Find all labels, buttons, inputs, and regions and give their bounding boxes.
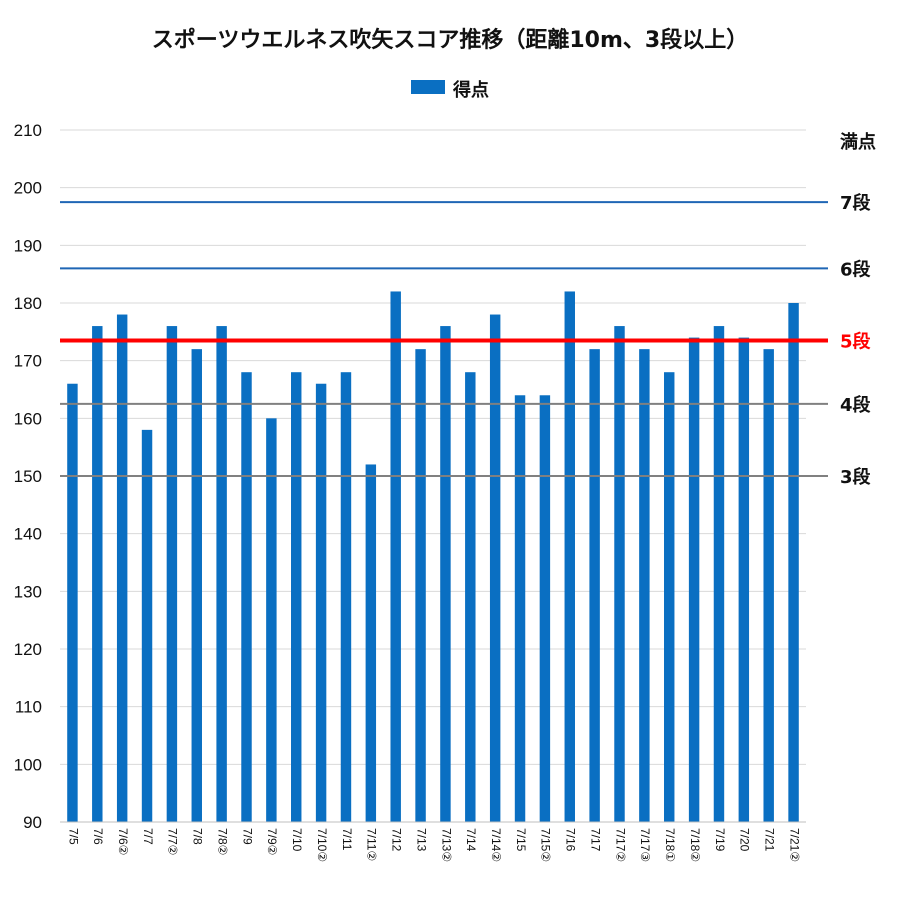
x-tick-label: 7/17 xyxy=(588,828,602,852)
bar xyxy=(266,418,277,822)
bar xyxy=(141,429,153,822)
x-tick-label: 7/13② xyxy=(439,828,453,862)
bar xyxy=(67,383,78,822)
bar xyxy=(191,349,202,822)
x-tick-label: 7/7 xyxy=(141,828,155,845)
x-tick-label: 7/15② xyxy=(539,828,553,862)
y-tick-label: 120 xyxy=(14,640,42,659)
y-tick-label: 160 xyxy=(14,409,42,428)
bar xyxy=(614,326,625,822)
x-tick-label: 7/9 xyxy=(240,828,254,845)
bar xyxy=(465,372,476,822)
legend-swatch xyxy=(411,80,445,94)
x-tick-label: 7/6② xyxy=(116,828,130,855)
bar xyxy=(390,291,401,822)
y-tick-label: 140 xyxy=(14,525,42,544)
x-tick-label: 7/14 xyxy=(464,828,478,852)
x-tick-label: 7/6 xyxy=(91,828,105,845)
reference-line-label: 6段 xyxy=(840,258,872,280)
bar xyxy=(415,349,426,822)
x-tick-label: 7/18② xyxy=(688,828,702,862)
y-tick-label: 100 xyxy=(14,755,42,774)
x-tick-label: 7/15 xyxy=(514,828,528,852)
x-tick-label: 7/21 xyxy=(763,828,777,852)
bar xyxy=(92,326,103,822)
y-tick-label: 110 xyxy=(15,698,42,717)
bar xyxy=(763,349,774,822)
bar xyxy=(688,337,700,822)
x-tick-label: 7/10② xyxy=(315,828,329,862)
x-tick-label: 7/17② xyxy=(613,828,627,862)
bar xyxy=(166,326,178,822)
bar xyxy=(738,337,750,822)
x-tick-label: 7/12 xyxy=(390,828,404,852)
y-tick-label: 130 xyxy=(14,582,42,601)
bar xyxy=(340,372,352,822)
bar xyxy=(564,291,575,822)
reference-line-label: 4段 xyxy=(840,394,872,416)
legend-label: 得点 xyxy=(453,80,489,101)
bar xyxy=(713,326,725,822)
bar xyxy=(116,314,128,822)
x-tick-label: 7/13 xyxy=(414,828,428,852)
x-tick-label: 7/8 xyxy=(191,828,205,845)
x-tick-label: 7/11② xyxy=(365,828,379,861)
bar xyxy=(664,372,675,822)
y-tick-label: 210 xyxy=(14,121,42,140)
x-tick-label: 7/18① xyxy=(663,828,677,862)
x-tick-label: 7/19 xyxy=(713,828,727,852)
x-tick-label: 7/17③ xyxy=(638,828,652,862)
y-tick-label: 180 xyxy=(14,294,42,313)
bar xyxy=(589,349,600,822)
bar xyxy=(216,326,227,822)
x-tick-label: 7/21② xyxy=(787,828,801,862)
x-tick-label: 7/20 xyxy=(738,828,752,852)
reference-line-label: 7段 xyxy=(840,192,872,214)
x-tick-label: 7/10 xyxy=(290,828,304,852)
chart-title: スポーツウエルネス吹矢スコア推移（距離10m、3段以上） xyxy=(151,28,749,53)
y-tick-label: 150 xyxy=(14,467,42,486)
reference-line-label: 満点 xyxy=(840,131,876,153)
x-tick-label: 7/9② xyxy=(265,828,279,855)
bar xyxy=(440,326,451,822)
legend: 得点 xyxy=(0,76,900,102)
y-tick-label: 90 xyxy=(23,813,42,832)
bar xyxy=(539,395,551,822)
x-tick-label: 7/16 xyxy=(564,828,578,852)
bar xyxy=(788,303,799,822)
y-tick-label: 170 xyxy=(14,352,42,371)
bar xyxy=(291,372,302,822)
reference-line-label: 5段 xyxy=(840,330,872,352)
bar xyxy=(639,349,650,822)
bar xyxy=(514,395,526,822)
bar xyxy=(489,314,501,822)
y-tick-label: 190 xyxy=(14,236,42,255)
x-tick-label: 7/14② xyxy=(489,828,503,862)
x-tick-label: 7/8② xyxy=(215,828,229,855)
y-tick-label: 200 xyxy=(14,179,42,198)
bar xyxy=(365,464,377,822)
x-tick-label: 7/5 xyxy=(66,828,80,845)
x-tick-label: 7/11 xyxy=(340,828,354,851)
reference-line-label: 3段 xyxy=(840,466,872,488)
bar xyxy=(241,372,252,822)
bar xyxy=(315,383,327,822)
x-tick-label: 7/7② xyxy=(166,828,180,855)
